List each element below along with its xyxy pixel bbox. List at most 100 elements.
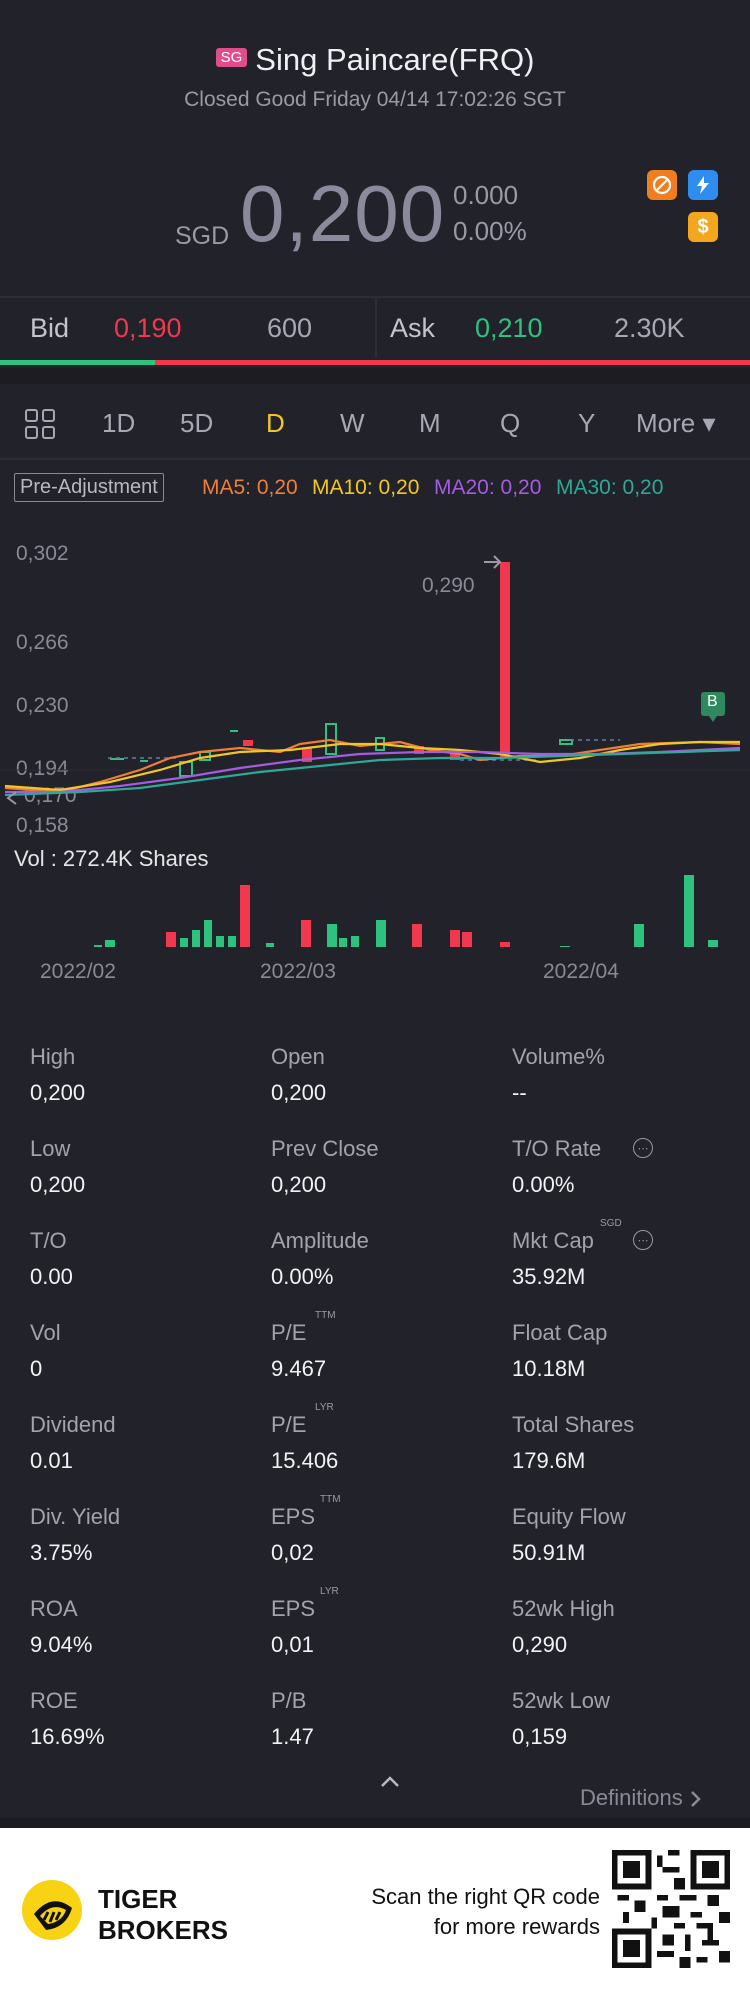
- stat-label: Prev Close: [271, 1136, 379, 1161]
- stat-value: 16.69%: [30, 1724, 105, 1749]
- volume-bar: [216, 936, 224, 947]
- ma5-label: MA5: 0,20: [202, 476, 298, 499]
- volume-bar: [94, 945, 102, 947]
- volume-bar: [450, 930, 460, 947]
- brand-line2: BROKERS: [98, 1915, 229, 1945]
- bid-price: 0,190: [114, 313, 182, 343]
- ma30-line: [4, 748, 741, 797]
- stat-label: ROA: [30, 1596, 78, 1621]
- stat-value: 15.406: [271, 1448, 339, 1473]
- ask-size: 2.30K: [614, 313, 685, 343]
- stat-label: Amplitude: [271, 1228, 369, 1253]
- stat-value: 0,01: [271, 1632, 314, 1657]
- stat-sup: TTM: [320, 1494, 341, 1505]
- stat-value: 0,200: [271, 1172, 327, 1197]
- tab-w[interactable]: W: [340, 408, 365, 438]
- stat-label: Vol: [30, 1320, 61, 1345]
- volume-bar: [708, 940, 718, 947]
- tab-q[interactable]: Q: [500, 408, 521, 438]
- tab-m[interactable]: M: [419, 408, 441, 438]
- stats-grid: High 0,200 Open 0,200 Volume% -- Low 0,2…: [0, 1040, 750, 1770]
- bid-ratio-bar: [0, 360, 155, 365]
- volume-bar: [105, 940, 115, 947]
- stat-label: EPS: [271, 1596, 316, 1621]
- stat-value: 0.00: [30, 1264, 73, 1289]
- chart-layout-icon[interactable]: [24, 408, 56, 445]
- ma20-label: MA20: 0,20: [434, 476, 542, 499]
- candle: [140, 760, 148, 762]
- stat-label: Total Shares: [512, 1412, 635, 1437]
- no-short-icon[interactable]: [647, 170, 677, 200]
- candle: [325, 723, 337, 755]
- tab-1d[interactable]: 1D: [102, 408, 136, 438]
- volume-bar: [376, 920, 386, 947]
- y-tick: 0,230: [16, 694, 69, 717]
- stat-label: Open: [271, 1044, 325, 1069]
- price-chart[interactable]: [0, 530, 750, 950]
- y-tick: 0,266: [16, 631, 69, 654]
- stat-value: 35.92M: [512, 1264, 586, 1289]
- stat-value: 179.6M: [512, 1448, 586, 1473]
- brand-line1: TIGER: [98, 1884, 178, 1914]
- stat-sup: TTM: [315, 1310, 336, 1321]
- definitions-link[interactable]: Definitions: [580, 1785, 703, 1811]
- buy-marker: [701, 692, 725, 722]
- stat-label: T/O: [30, 1228, 67, 1253]
- stat-label: EPS: [271, 1504, 316, 1529]
- volume-bar: [192, 930, 200, 947]
- pre-adjustment-toggle[interactable]: Pre-Adjustment: [14, 473, 164, 502]
- stat-value: 0: [30, 1356, 43, 1381]
- buy-marker-label[interactable]: B: [707, 693, 718, 710]
- y-tick: 0,158: [16, 814, 69, 837]
- promo-footer: TIGER BROKERS Scan the right QR code for…: [0, 1828, 750, 1990]
- candle: [230, 730, 238, 732]
- stat-sup: SGD: [600, 1218, 622, 1229]
- market-status: Closed Good Friday 04/14 17:02:26 SGT: [184, 88, 566, 111]
- volume-bar: [204, 920, 212, 947]
- collapse-chevron-icon[interactable]: [378, 1774, 402, 1795]
- market-badge: SG: [215, 48, 248, 68]
- ask-price: 0,210: [475, 313, 543, 343]
- stat-label: Equity Flow: [512, 1504, 626, 1529]
- stat-label: Float Cap: [512, 1320, 608, 1345]
- stat-label: T/O Rate: [512, 1136, 602, 1161]
- volume-bar: [180, 938, 188, 947]
- tab-y[interactable]: Y: [578, 408, 596, 438]
- price-change-percent: 0.00%: [453, 216, 527, 246]
- dollar-icon[interactable]: $: [688, 212, 718, 242]
- bid-size: 600: [267, 313, 313, 343]
- volume-bar: [560, 946, 570, 947]
- stat-value: 0,200: [30, 1172, 86, 1197]
- volume-bar: [240, 885, 250, 947]
- candle: [500, 562, 510, 758]
- tab-more[interactable]: More ▾: [636, 408, 716, 438]
- volume-bar: [462, 932, 472, 947]
- stat-label: 52wk Low: [512, 1688, 610, 1713]
- stat-label: P/B: [271, 1688, 307, 1713]
- volume-bar: [412, 924, 422, 947]
- stat-value: 10.18M: [512, 1356, 586, 1381]
- volume-bar: [166, 932, 176, 947]
- stat-value: --: [512, 1080, 527, 1105]
- stat-label: Mkt Cap: [512, 1228, 594, 1253]
- qr-code[interactable]: [612, 1850, 730, 1973]
- stat-label: Volume%: [512, 1044, 605, 1069]
- candle: [414, 746, 424, 754]
- stat-value: 0.00%: [512, 1172, 575, 1197]
- volume-bar: [228, 936, 236, 947]
- stat-value: 1.47: [271, 1724, 314, 1749]
- candle: [110, 758, 124, 760]
- stat-sup: LYR: [320, 1586, 339, 1597]
- volume-bar: [500, 942, 510, 947]
- volume-bar: [301, 920, 311, 947]
- page-title: SG Sing Paincare(FRQ): [0, 42, 750, 78]
- tab-5d[interactable]: 5D: [180, 408, 214, 438]
- volume-bar: [339, 938, 347, 947]
- volume-bar: [684, 875, 694, 947]
- lightning-icon[interactable]: [688, 170, 718, 200]
- info-icon[interactable]: ⋯: [633, 1230, 653, 1250]
- info-icon[interactable]: ⋯: [633, 1138, 653, 1158]
- tab-d[interactable]: D: [266, 408, 285, 438]
- stat-label: Low: [30, 1136, 71, 1161]
- volume-bars: [94, 875, 718, 947]
